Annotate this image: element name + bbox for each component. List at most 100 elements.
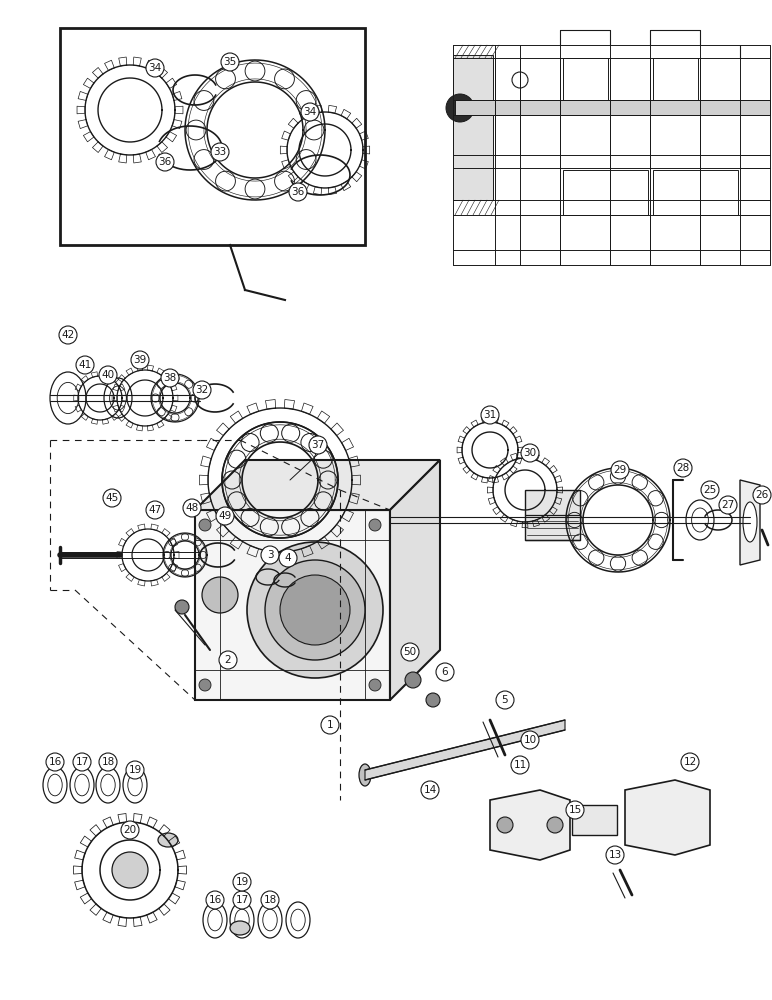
Bar <box>563 170 648 215</box>
Circle shape <box>446 94 474 122</box>
Circle shape <box>401 643 419 661</box>
Circle shape <box>309 436 327 454</box>
Circle shape <box>321 716 339 734</box>
Ellipse shape <box>258 902 282 938</box>
Text: 33: 33 <box>213 147 227 157</box>
Circle shape <box>221 53 239 71</box>
Circle shape <box>216 507 234 525</box>
Text: 36: 36 <box>158 157 171 167</box>
Text: 34: 34 <box>303 107 317 117</box>
Circle shape <box>59 326 77 344</box>
Text: 10: 10 <box>523 735 537 745</box>
Ellipse shape <box>128 774 142 796</box>
Text: 27: 27 <box>721 500 735 510</box>
Text: 14: 14 <box>423 785 437 795</box>
Circle shape <box>161 369 179 387</box>
Ellipse shape <box>262 909 277 931</box>
Polygon shape <box>625 780 710 855</box>
Ellipse shape <box>110 386 127 410</box>
Circle shape <box>73 753 91 771</box>
Text: 18: 18 <box>263 895 276 905</box>
Text: 18: 18 <box>101 757 114 767</box>
Circle shape <box>547 817 563 833</box>
Circle shape <box>175 600 189 614</box>
Text: 34: 34 <box>148 63 161 73</box>
Bar <box>455 100 770 115</box>
Ellipse shape <box>208 909 222 931</box>
Ellipse shape <box>743 502 757 542</box>
Polygon shape <box>195 510 390 700</box>
Circle shape <box>481 406 499 424</box>
Circle shape <box>199 519 211 531</box>
Circle shape <box>46 753 64 771</box>
Ellipse shape <box>50 372 86 424</box>
Circle shape <box>436 663 454 681</box>
Circle shape <box>99 753 117 771</box>
Text: 20: 20 <box>124 825 137 835</box>
Ellipse shape <box>291 909 305 931</box>
Ellipse shape <box>692 508 709 532</box>
Circle shape <box>233 891 251 909</box>
Circle shape <box>496 691 514 709</box>
Ellipse shape <box>70 767 94 803</box>
Ellipse shape <box>96 767 120 803</box>
Circle shape <box>753 486 771 504</box>
Circle shape <box>76 356 94 374</box>
Bar <box>653 58 698 100</box>
Bar <box>653 170 738 215</box>
Circle shape <box>289 183 307 201</box>
Text: 38: 38 <box>164 373 177 383</box>
Ellipse shape <box>75 774 90 796</box>
Bar <box>60 28 365 245</box>
Text: 16: 16 <box>208 895 222 905</box>
Ellipse shape <box>57 382 79 414</box>
Circle shape <box>193 381 211 399</box>
Bar <box>453 55 493 200</box>
Polygon shape <box>365 720 565 780</box>
Circle shape <box>701 481 719 499</box>
Text: 19: 19 <box>128 765 141 775</box>
Circle shape <box>511 756 529 774</box>
Text: 17: 17 <box>76 757 89 767</box>
Circle shape <box>183 499 201 517</box>
Text: 26: 26 <box>755 490 769 500</box>
Text: 31: 31 <box>483 410 496 420</box>
Circle shape <box>103 489 121 507</box>
Polygon shape <box>490 790 570 860</box>
Text: 11: 11 <box>513 760 527 770</box>
Circle shape <box>211 143 229 161</box>
Text: 28: 28 <box>676 463 689 473</box>
Ellipse shape <box>123 767 147 803</box>
Text: 36: 36 <box>291 187 305 197</box>
Text: 15: 15 <box>568 805 581 815</box>
Text: 12: 12 <box>683 757 696 767</box>
Circle shape <box>247 542 383 678</box>
Circle shape <box>681 753 699 771</box>
Circle shape <box>265 560 365 660</box>
Circle shape <box>156 153 174 171</box>
Ellipse shape <box>158 833 178 847</box>
Circle shape <box>369 679 381 691</box>
Circle shape <box>426 693 440 707</box>
Circle shape <box>219 651 237 669</box>
Circle shape <box>261 891 279 909</box>
Circle shape <box>280 575 350 645</box>
Text: 2: 2 <box>225 655 232 665</box>
Ellipse shape <box>235 909 249 931</box>
Circle shape <box>199 679 211 691</box>
Text: 32: 32 <box>195 385 208 395</box>
Circle shape <box>261 546 279 564</box>
Text: 48: 48 <box>185 503 198 513</box>
Bar <box>563 58 608 100</box>
Text: 40: 40 <box>101 370 114 380</box>
Text: 19: 19 <box>235 877 249 887</box>
Text: 3: 3 <box>266 550 273 560</box>
Text: 29: 29 <box>614 465 627 475</box>
Bar <box>572 805 617 835</box>
Text: 30: 30 <box>523 448 537 458</box>
Polygon shape <box>390 460 440 700</box>
Text: 1: 1 <box>327 720 334 730</box>
Circle shape <box>146 59 164 77</box>
Circle shape <box>611 461 629 479</box>
Circle shape <box>405 672 421 688</box>
